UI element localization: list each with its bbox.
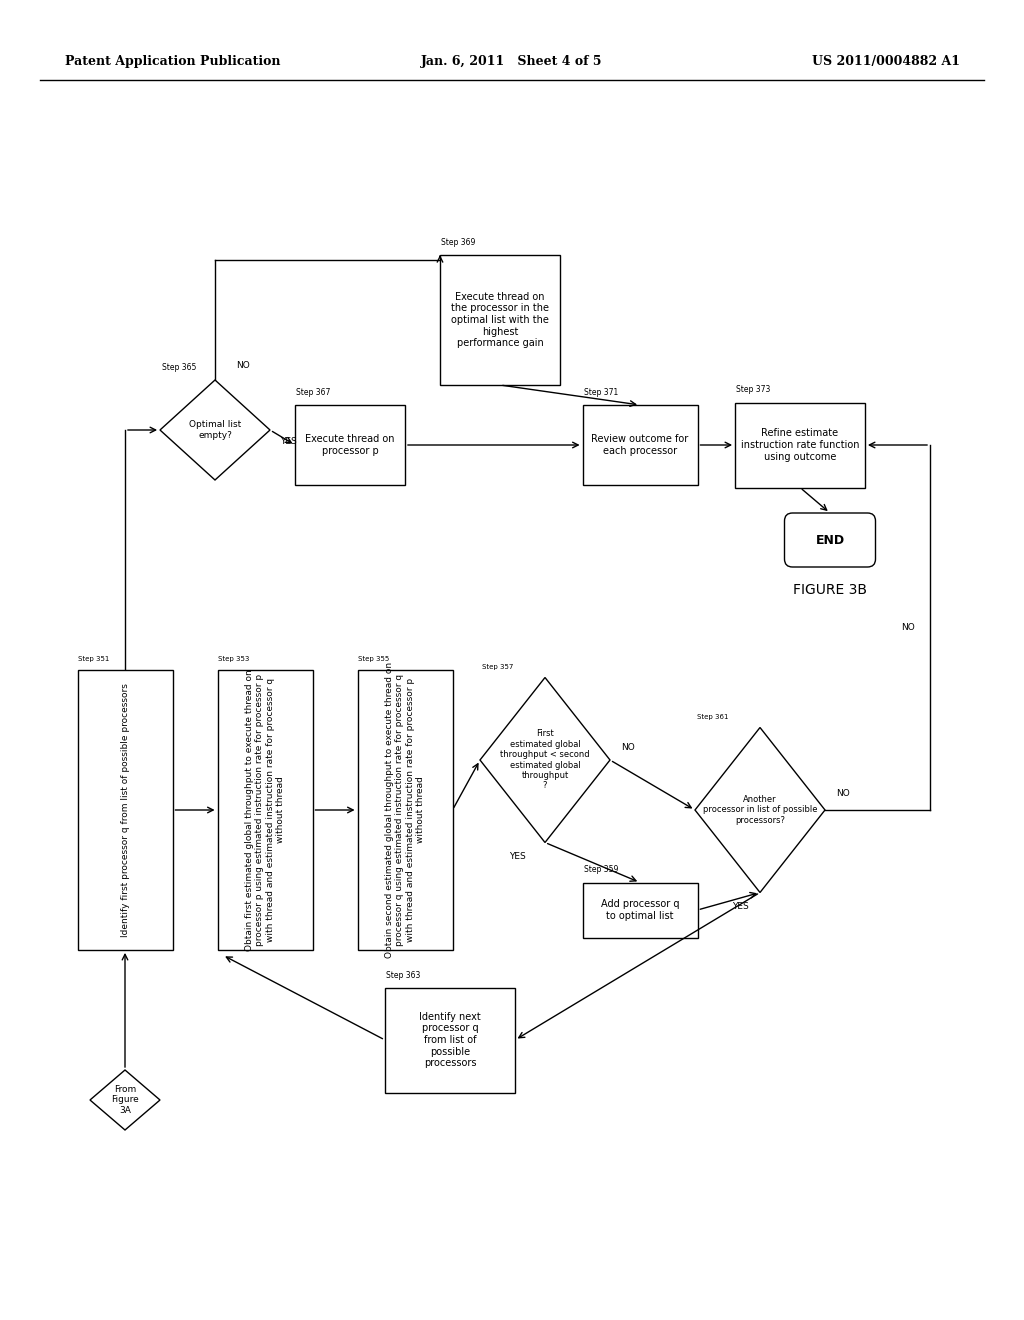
Polygon shape xyxy=(695,727,825,892)
Text: Review outcome for
each processor: Review outcome for each processor xyxy=(592,434,688,455)
Bar xyxy=(583,405,697,484)
Text: Obtain first estimated global throughput to execute thread on
processor p using : Obtain first estimated global throughput… xyxy=(245,669,285,950)
Text: Optimal list
empty?: Optimal list empty? xyxy=(188,420,241,440)
FancyBboxPatch shape xyxy=(784,513,876,568)
Bar xyxy=(385,987,515,1093)
Text: Step 369: Step 369 xyxy=(441,238,475,247)
Text: Step 353: Step 353 xyxy=(218,656,250,663)
Text: Step 373: Step 373 xyxy=(736,385,770,395)
Bar xyxy=(735,403,865,487)
Text: Step 351: Step 351 xyxy=(79,656,110,663)
Text: YES: YES xyxy=(731,902,749,911)
Text: Step 367: Step 367 xyxy=(296,388,331,397)
Text: Step 363: Step 363 xyxy=(386,970,421,979)
Text: Obtain second estimated global throughput to execute thread on
processor q using: Obtain second estimated global throughpu… xyxy=(385,661,425,958)
Text: Patent Application Publication: Patent Application Publication xyxy=(65,55,281,69)
Text: Identify next
processor q
from list of
possible
processors: Identify next processor q from list of p… xyxy=(419,1012,481,1068)
Text: Step 361: Step 361 xyxy=(697,714,728,719)
Text: END: END xyxy=(815,533,845,546)
Text: Execute thread on
the processor in the
optimal list with the
highest
performance: Execute thread on the processor in the o… xyxy=(451,292,549,348)
Text: From
Figure
3A: From Figure 3A xyxy=(112,1085,139,1115)
Text: FIGURE 3B: FIGURE 3B xyxy=(793,583,867,597)
Text: NO: NO xyxy=(237,360,250,370)
Bar xyxy=(295,405,406,484)
Text: Execute thread on
processor p: Execute thread on processor p xyxy=(305,434,394,455)
Text: Jan. 6, 2011   Sheet 4 of 5: Jan. 6, 2011 Sheet 4 of 5 xyxy=(421,55,603,69)
Text: Step 365: Step 365 xyxy=(162,363,197,372)
Bar xyxy=(78,671,172,950)
Text: Step 357: Step 357 xyxy=(482,664,513,669)
Text: NO: NO xyxy=(837,789,850,799)
Text: YES: YES xyxy=(509,851,525,861)
Text: Step 359: Step 359 xyxy=(584,866,617,874)
Polygon shape xyxy=(160,380,270,480)
Text: Refine estimate
instruction rate function
using outcome: Refine estimate instruction rate functio… xyxy=(740,429,859,462)
Text: Step 355: Step 355 xyxy=(358,656,390,663)
Text: Step 371: Step 371 xyxy=(584,388,617,397)
Text: US 2011/0004882 A1: US 2011/0004882 A1 xyxy=(812,55,961,69)
Bar xyxy=(357,671,453,950)
Text: Identify first processor q from list of possible processors: Identify first processor q from list of … xyxy=(121,682,129,937)
Bar xyxy=(583,883,697,937)
Text: NO: NO xyxy=(901,623,915,632)
Bar xyxy=(440,255,560,385)
Text: Add processor q
to optimal list: Add processor q to optimal list xyxy=(601,899,679,921)
Bar xyxy=(217,671,312,950)
Text: Another
processor in list of possible
processors?: Another processor in list of possible pr… xyxy=(702,795,817,825)
Text: First
estimated global
throughput < second
estimated global
throughput
?: First estimated global throughput < seco… xyxy=(500,730,590,791)
Polygon shape xyxy=(90,1071,160,1130)
Polygon shape xyxy=(480,677,610,842)
Text: NO: NO xyxy=(622,743,635,752)
Text: YES: YES xyxy=(280,437,296,446)
